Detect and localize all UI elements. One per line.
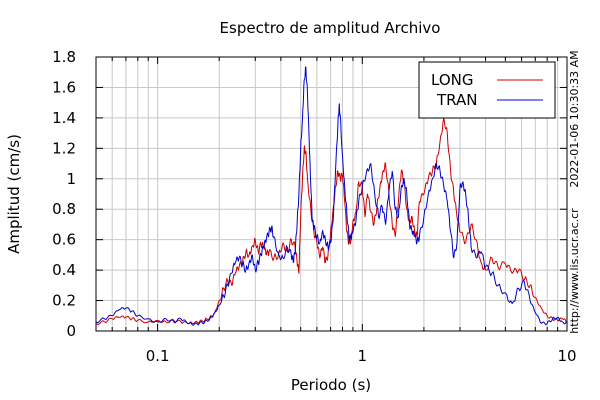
x-minor-ticks xyxy=(95,57,568,331)
x-axis-title: Periodo (s) xyxy=(291,376,371,394)
y-tick-label: 0.4 xyxy=(52,261,76,279)
series-line-tran xyxy=(95,66,568,326)
x-tick-labels: 0.1 1 10 xyxy=(146,347,577,365)
url-annotation: http://www.lis.ucr.ac.cr xyxy=(568,208,581,334)
y-tick-label: 1.6 xyxy=(52,78,76,96)
y-tick-label: 0.2 xyxy=(52,292,76,310)
y-tick-label: 1.8 xyxy=(52,48,76,66)
timestamp-annotation: 2022-01-06 10:30:33 AM xyxy=(568,50,581,187)
x-tick-label: 1 xyxy=(358,347,368,365)
legend-label-long: LONG xyxy=(431,71,473,89)
y-tick-label: 0.6 xyxy=(52,231,76,249)
x-tick-label: 10 xyxy=(557,347,576,365)
plot-frame xyxy=(95,56,568,332)
legend-label-tran: TRAN xyxy=(436,91,477,109)
y-axis-title: Amplitud (cm/s) xyxy=(5,134,23,254)
y-tick-label: 0.8 xyxy=(52,200,76,218)
legend: LONG TRAN xyxy=(418,61,556,119)
chart-title: Espectro de amplitud Archivo xyxy=(220,19,441,37)
x-tick-label: 0.1 xyxy=(146,347,170,365)
y-tick-label: 1 xyxy=(66,170,76,188)
y-tick-label: 1.2 xyxy=(52,139,76,157)
series-layer xyxy=(95,66,568,326)
y-tick-label: 0 xyxy=(66,322,76,340)
y-tick-labels: 0 0.2 0.4 0.6 0.8 1 1.2 1.4 1.6 1.8 xyxy=(52,48,567,340)
legend-box xyxy=(418,61,556,119)
y-tick-label: 1.4 xyxy=(52,109,76,127)
